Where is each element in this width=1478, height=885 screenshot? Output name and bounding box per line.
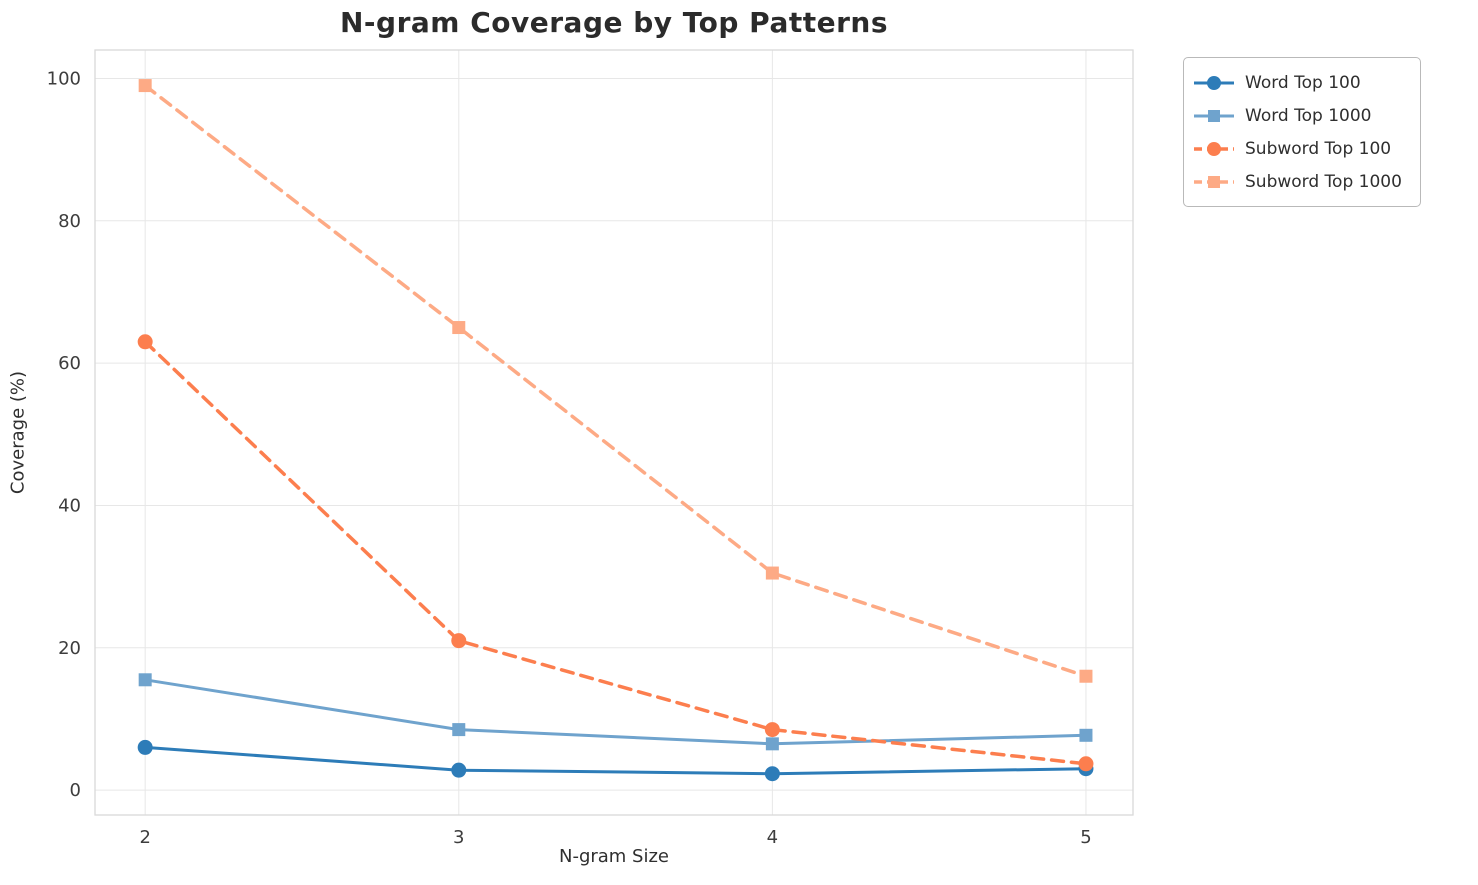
y-tick-label: 20 bbox=[58, 638, 81, 659]
x-tick-label: 2 bbox=[139, 827, 150, 848]
series-line-subword-top-1000 bbox=[143, 83, 1088, 678]
legend-sample-dashed-line-icon bbox=[1194, 175, 1234, 188]
legend: Word Top 100 Word Top 1000 Subword Top 100… bbox=[1183, 57, 1421, 207]
legend-label: Word Top 100 bbox=[1245, 72, 1361, 93]
data-point-circle bbox=[451, 762, 467, 778]
data-point-circle bbox=[764, 722, 780, 738]
y-axis-label: Coverage (%) bbox=[7, 370, 29, 495]
plot-background bbox=[95, 50, 1133, 815]
data-point-circle bbox=[137, 739, 153, 755]
legend-label: Subword Top 100 bbox=[1245, 138, 1392, 159]
data-point-square bbox=[1079, 669, 1093, 683]
series-line-word-top-1000 bbox=[143, 678, 1088, 746]
data-point-square bbox=[452, 321, 466, 335]
y-tick-label: 0 bbox=[70, 780, 81, 801]
legend-item: Subword Top 100 bbox=[1192, 134, 1402, 163]
data-point-square bbox=[765, 566, 779, 580]
y-tick-label: 60 bbox=[58, 353, 81, 374]
legend-sample-dashed-line-icon bbox=[1194, 141, 1234, 156]
chart-title: N-gram Coverage by Top Patterns bbox=[339, 6, 889, 39]
y-tick-label: 40 bbox=[58, 495, 81, 516]
series-line-word-top-100 bbox=[143, 745, 1088, 776]
legend-square-marker-icon bbox=[1208, 175, 1220, 188]
x-tick-label: 5 bbox=[1080, 827, 1091, 848]
x-axis-label: N-gram Size bbox=[558, 846, 670, 867]
data-point-circle bbox=[764, 766, 780, 782]
y-tick-label: 100 bbox=[47, 68, 81, 89]
legend-circle-marker-icon bbox=[1207, 75, 1221, 90]
data-point-square bbox=[1079, 728, 1093, 742]
data-point-square bbox=[138, 79, 152, 93]
legend-sample-solid-line-icon bbox=[1194, 75, 1234, 90]
legend-circle-marker-icon bbox=[1207, 141, 1221, 156]
x-tick-label: 3 bbox=[453, 827, 464, 848]
legend-item: Word Top 100 bbox=[1192, 68, 1402, 97]
data-point-circle bbox=[1078, 756, 1094, 772]
data-point-circle bbox=[451, 633, 467, 649]
data-point-square bbox=[765, 737, 779, 751]
data-point-square bbox=[452, 723, 466, 737]
plot-border bbox=[94, 49, 1134, 816]
legend-label: Subword Top 1000 bbox=[1245, 171, 1402, 192]
data-point-square bbox=[138, 673, 152, 687]
legend-square-marker-icon bbox=[1208, 109, 1220, 122]
x-tick-label: 4 bbox=[767, 827, 778, 848]
legend-sample-solid-line-icon bbox=[1194, 109, 1234, 122]
legend-label: Word Top 1000 bbox=[1245, 105, 1372, 126]
legend-item: Word Top 1000 bbox=[1192, 101, 1402, 130]
data-point-circle bbox=[137, 334, 153, 350]
legend-item: Subword Top 1000 bbox=[1192, 167, 1402, 196]
y-tick-label: 80 bbox=[58, 211, 81, 232]
